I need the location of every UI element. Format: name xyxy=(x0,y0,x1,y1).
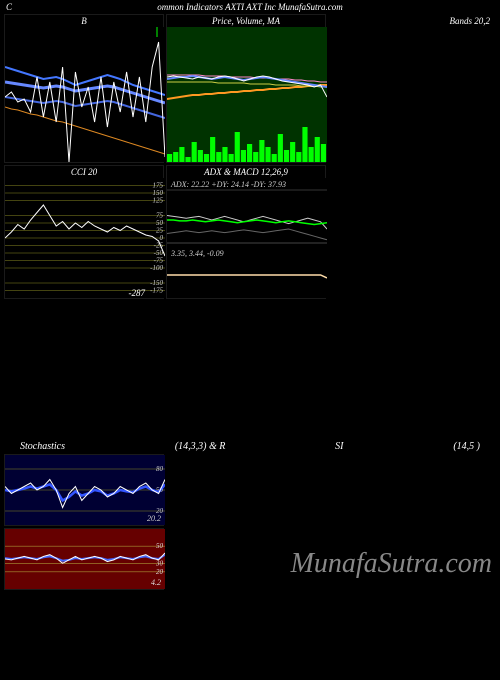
bollinger-panel: B xyxy=(4,14,164,163)
stoch-params: (14,3,3) & R xyxy=(175,441,226,452)
adx-macd-title: ADX & MACD 12,26,9 xyxy=(167,166,325,178)
svg-text:20: 20 xyxy=(156,568,164,576)
price-ma-title: Price, Volume, MA xyxy=(167,15,325,27)
cci-panel: CCI 20 1751501257550250-25-50-75-100-150… xyxy=(4,165,164,299)
price-ma-chart xyxy=(167,27,325,162)
adx-values-label: ADX: 22.22 +DY: 24.14 -DY: 37.93 xyxy=(171,180,286,189)
cci-chart: 1751501257550250-25-50-75-100-150-175-28… xyxy=(5,178,163,298)
svg-text:-100: -100 xyxy=(150,264,163,272)
stochastics-panel: 80502020.2 xyxy=(4,454,164,526)
stoch-label: Stochastics xyxy=(20,441,65,452)
adx-macd-panel: ADX & MACD 12,26,9 ADX: 22.22 +DY: 24.14… xyxy=(166,165,326,299)
svg-text:3.35, 3.44, -0.09: 3.35, 3.44, -0.09 xyxy=(170,249,224,258)
price-ma-panel: Price, Volume, MA xyxy=(166,14,326,163)
svg-text:80: 80 xyxy=(156,465,164,473)
adx-macd-chart: ADX: 22.22 +DY: 24.14 -DY: 37.93 3.35, 3… xyxy=(167,178,325,298)
bollinger-chart xyxy=(5,27,163,162)
bands-label: Bands 20,2 xyxy=(450,16,491,26)
svg-text:30: 30 xyxy=(155,559,164,567)
svg-text:125: 125 xyxy=(153,197,164,205)
svg-text:4.2: 4.2 xyxy=(151,578,161,587)
header-prefix: C xyxy=(6,2,12,12)
svg-text:20.2: 20.2 xyxy=(147,514,161,523)
svg-text:50: 50 xyxy=(156,542,164,550)
svg-text:-175: -175 xyxy=(150,287,163,295)
stochastics-chart: 80502020.2 xyxy=(5,455,163,525)
si-params: (14,5 ) xyxy=(453,441,480,452)
si-label: SI xyxy=(335,441,343,452)
rsi-chart: 50 3020 4.2 xyxy=(5,529,163,589)
cci-title: CCI 20 xyxy=(5,166,163,178)
stochastics-title-row: Stochastics (14,3,3) & R SI (14,5 ) xyxy=(0,439,500,454)
bollinger-title: B xyxy=(5,15,163,27)
rsi-panel: 50 3020 4.2 xyxy=(4,528,164,590)
page-title: ommon Indicators AXTI AXT Inc MunafaSutr… xyxy=(157,2,343,12)
svg-text:-287: -287 xyxy=(129,288,146,298)
